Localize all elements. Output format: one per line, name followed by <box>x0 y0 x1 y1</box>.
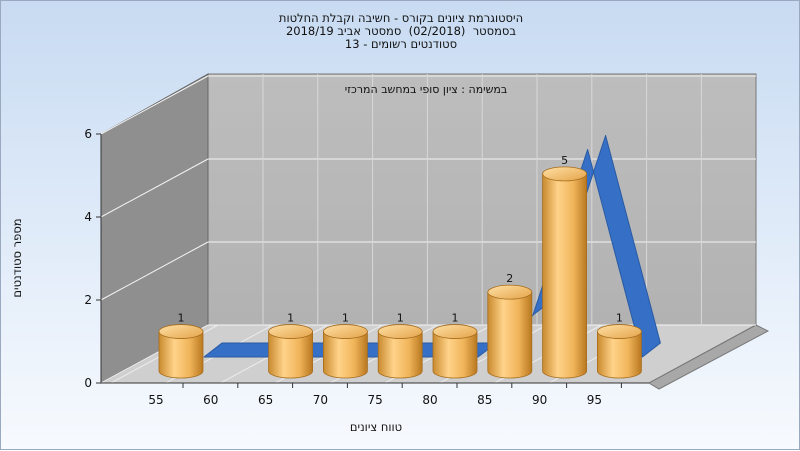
bar-body <box>432 331 478 379</box>
bar-cap <box>542 166 587 182</box>
x-tick-label: 75 <box>368 393 383 407</box>
bar-cap <box>377 324 423 339</box>
x-tick-label: 85 <box>477 393 492 407</box>
bar <box>542 166 587 379</box>
bar-data-label: 1 <box>178 312 185 325</box>
bar <box>158 324 204 379</box>
bar-cap <box>158 324 204 339</box>
bar-body <box>158 331 204 379</box>
y-tick-label: 0 <box>84 376 92 390</box>
bar-body <box>323 331 368 379</box>
bar-data-label: 2 <box>506 272 513 285</box>
bar-body <box>377 331 423 379</box>
y-tick-label: 2 <box>84 293 92 307</box>
gridline-side <box>100 75 209 135</box>
x-tick-label: 65 <box>258 393 273 407</box>
x-tick-label: 80 <box>422 393 437 407</box>
x-tick-label: 90 <box>532 393 547 407</box>
bar-data-label: 1 <box>342 312 349 325</box>
chart-title-students: סטודנטים רשומים - 13 <box>344 37 458 51</box>
x-tick-label: 70 <box>313 393 328 407</box>
bar <box>377 324 423 379</box>
y-tick-label: 6 <box>84 127 92 141</box>
bar-cap <box>597 324 642 339</box>
x-tick-label: 95 <box>587 393 602 407</box>
bar <box>268 324 314 379</box>
bar-data-label: 1 <box>287 312 294 325</box>
bar-data-label: 1 <box>452 312 459 325</box>
x-tick-label: 60 <box>203 393 218 407</box>
gridline-side <box>100 158 209 218</box>
bar-cap <box>268 324 314 339</box>
bar-cap <box>322 324 368 339</box>
bar-body <box>487 291 533 379</box>
chart-subtitle: במשימה : ציון סופי במחשב המרכזי <box>345 83 508 96</box>
bar-body <box>542 173 587 379</box>
bar <box>432 324 478 379</box>
y-tick-label: 4 <box>84 210 92 224</box>
bar <box>597 324 642 379</box>
bar-cap <box>432 324 478 339</box>
x-tick-label: 55 <box>148 393 163 407</box>
chart-title-semester: בסמסטר (02/2018) סמסטר אביב 2018/19 <box>285 24 517 38</box>
bar-data-label: 1 <box>397 312 404 325</box>
bar-data-label: 1 <box>616 312 623 325</box>
bar <box>322 324 368 379</box>
y-axis-title: מספר סטודנטים <box>10 218 24 297</box>
bar <box>487 284 533 379</box>
bar-data-label: 5 <box>561 154 568 167</box>
chart-floor-edge <box>647 324 770 390</box>
chart-title: היסטוגרמת ציונים בקורס - חשיבה וקבלת החל… <box>278 11 524 25</box>
bar-body <box>268 331 313 379</box>
bar-cap <box>487 284 533 300</box>
bar-body <box>597 331 642 379</box>
x-axis-title: טווח ציונים <box>350 420 402 434</box>
gridline-side <box>100 241 209 301</box>
